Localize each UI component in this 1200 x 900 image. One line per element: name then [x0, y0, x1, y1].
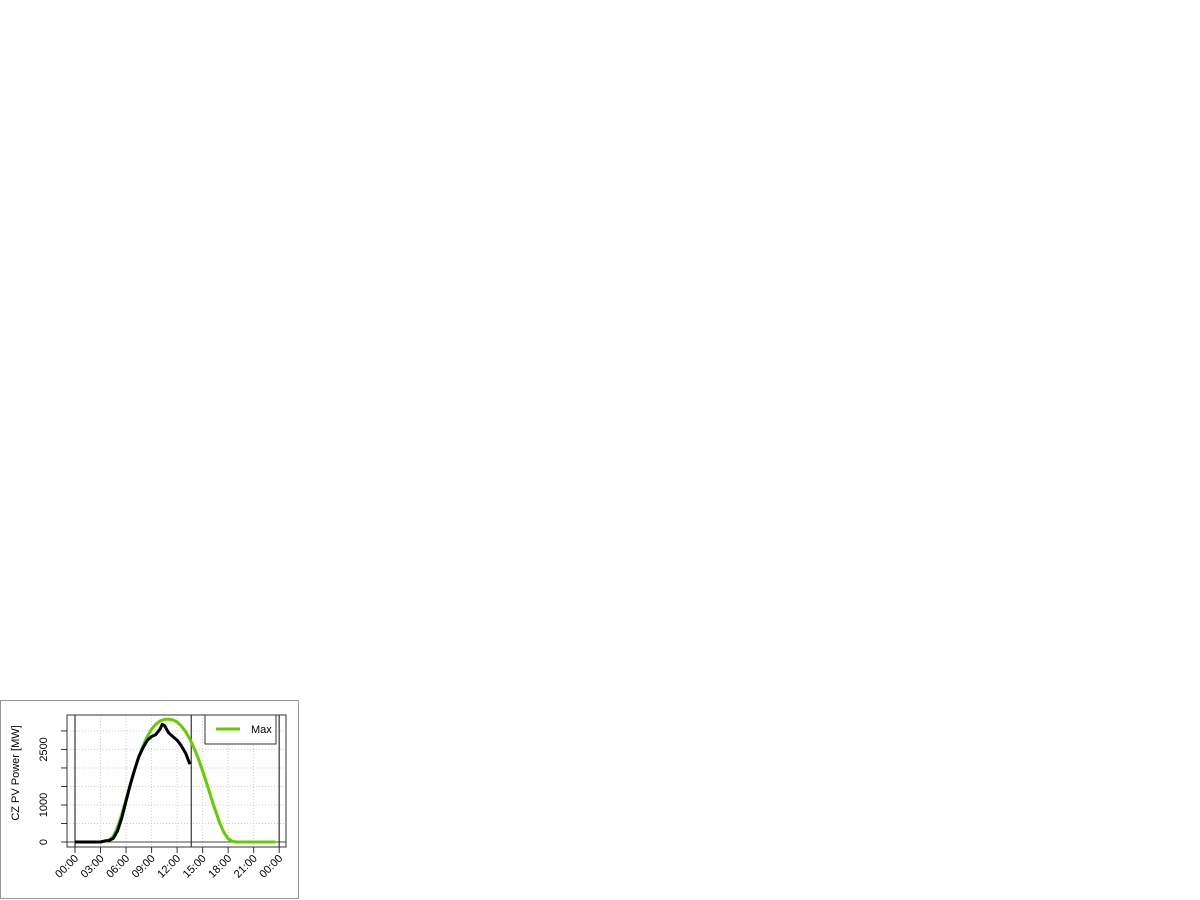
x-axis: 00:0003:0006:0009:0012:0015:0018:0021:00… [53, 847, 285, 881]
x-tick-label: 15:00 [181, 853, 209, 881]
x-tick-label: 21:00 [232, 853, 260, 881]
y-tick-label: 2500 [38, 737, 50, 761]
x-tick-label: 06:00 [104, 853, 132, 881]
y-axis-label: CZ PV Power [MW] [10, 725, 22, 820]
series-lines [75, 717, 275, 844]
x-tick-label: 18:00 [206, 853, 234, 881]
legend-label-max: Max [251, 724, 272, 736]
series-line-max [75, 717, 275, 844]
series-line-actual [75, 722, 192, 844]
x-tick-label: 09:00 [130, 853, 158, 881]
plot-box [66, 714, 287, 848]
legend: Max [204, 714, 277, 745]
chart-frame [0, 700, 299, 899]
x-tick-label: 00:00 [257, 853, 285, 881]
x-tick-label: 03:00 [79, 853, 107, 881]
x-tick-label: 12:00 [155, 853, 183, 881]
y-tick-label: 1000 [38, 793, 50, 817]
x-tick-label: 00:00 [53, 853, 81, 881]
y-tick-label: 0 [38, 839, 50, 845]
y-axis: 0 1000 2500 [38, 730, 67, 845]
